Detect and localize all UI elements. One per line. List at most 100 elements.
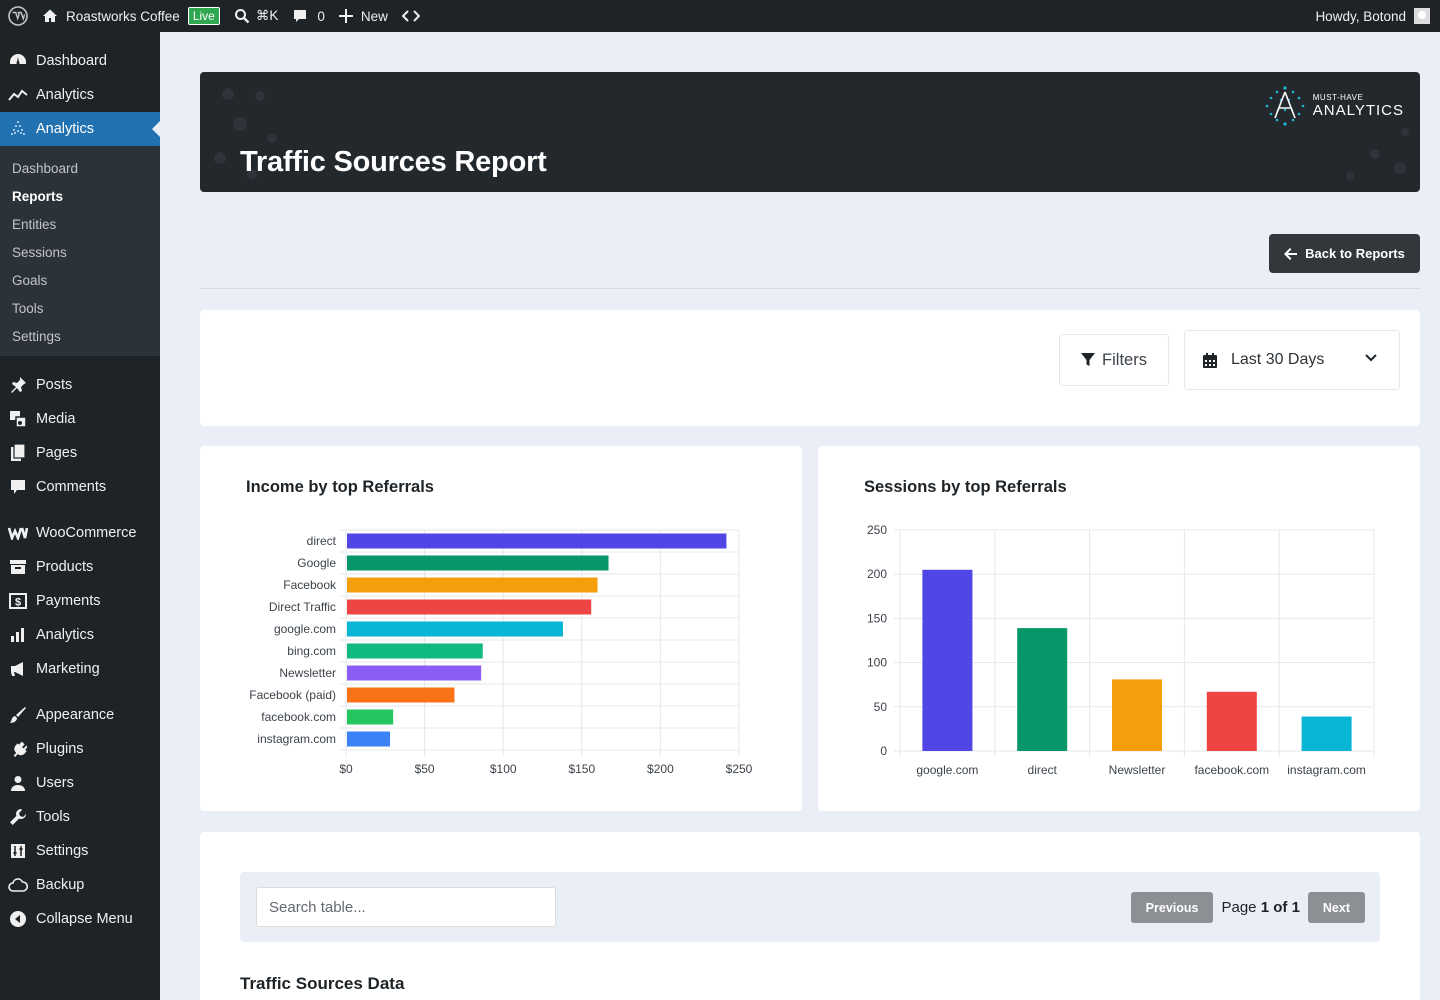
bar [347, 687, 455, 703]
comments-link[interactable]: 0 [285, 0, 332, 32]
y-category-label: direct [307, 534, 337, 548]
settings-icon [8, 841, 28, 861]
plus-icon [338, 9, 353, 23]
next-page-button[interactable]: Next [1307, 892, 1365, 923]
menu-settings[interactable]: Settings [0, 834, 160, 868]
x-category-label: instagram.com [1287, 763, 1366, 777]
menu-label: Appearance [36, 707, 115, 723]
menu-tools[interactable]: Tools [0, 800, 160, 834]
menu-marketing[interactable]: Marketing [0, 652, 160, 686]
menu-users[interactable]: Users [0, 766, 160, 800]
user-icon [8, 773, 28, 793]
x-tick-label: $0 [339, 762, 353, 776]
submenu-dashboard[interactable]: Dashboard [12, 160, 79, 176]
my-account[interactable]: Howdy, Botond [1315, 8, 1440, 24]
menu-analytics-active[interactable]: Analytics [0, 112, 160, 146]
menu-label: Payments [36, 593, 101, 609]
new-content-link[interactable]: New [332, 0, 395, 32]
howdy-text: Howdy, Botond [1315, 8, 1406, 24]
x-category-label: facebook.com [1194, 763, 1269, 777]
archive-icon [8, 557, 28, 577]
shortcut-label: ⌘K [255, 8, 279, 23]
submenu-settings[interactable]: Settings [12, 328, 61, 344]
bar [1112, 679, 1162, 751]
page-title: Traffic Sources Report [240, 146, 547, 178]
menu-label: Collapse Menu [36, 911, 133, 927]
bar [347, 643, 483, 659]
site-name: Roastworks Coffee [66, 8, 180, 24]
site-name-link[interactable]: Roastworks Coffee Live [35, 0, 227, 32]
menu-dashboard[interactable]: Dashboard [0, 44, 160, 78]
dashboard-icon [8, 51, 28, 71]
main-content: Traffic Sources Report MUST-HAVE ANALYTI… [160, 32, 1440, 1000]
menu-payments[interactable]: $ Payments [0, 584, 160, 618]
menu-products[interactable]: Products [0, 550, 160, 584]
date-range-select[interactable]: Last 30 Days [1184, 330, 1400, 390]
menu-label: Backup [36, 877, 85, 893]
menu-plugins[interactable]: Plugins [0, 732, 160, 766]
x-tick-label: $200 [647, 762, 674, 776]
menu-woocommerce[interactable]: WooCommerce [0, 516, 160, 550]
filters-button[interactable]: Filters [1059, 334, 1169, 386]
menu-label: Posts [36, 377, 73, 393]
command-search[interactable]: ⌘K [227, 0, 286, 32]
x-category-label: google.com [916, 763, 978, 777]
y-tick-label: 100 [867, 656, 887, 670]
menu-collapse[interactable]: Collapse Menu [0, 902, 160, 936]
admin-bar: Roastworks Coffee Live ⌘K 0 New Howdy, B… [0, 0, 1440, 32]
wrench-icon [8, 807, 28, 827]
code-icon[interactable] [395, 0, 427, 32]
page-current: 1 [1260, 899, 1270, 916]
y-category-label: bing.com [287, 644, 336, 658]
menu-comments[interactable]: Comments [0, 470, 160, 504]
submenu-tools[interactable]: Tools [12, 300, 44, 316]
menu-posts[interactable]: Posts [0, 368, 160, 402]
pin-icon [8, 375, 28, 395]
submenu-reports[interactable]: Reports [12, 188, 64, 204]
woocommerce-icon [8, 523, 28, 543]
menu-pages[interactable]: Pages [0, 436, 160, 470]
wordpress-logo-icon[interactable] [0, 0, 35, 32]
y-category-label: google.com [274, 622, 336, 636]
home-icon [43, 9, 57, 22]
x-tick-label: $100 [490, 762, 517, 776]
payments-icon: $ [8, 591, 28, 611]
chart-title-sessions: Sessions by top Referrals [864, 478, 1067, 496]
divider [200, 288, 1420, 289]
page-total: 1 [1291, 899, 1300, 916]
y-category-label: Facebook [283, 578, 337, 592]
menu-analytics-line[interactable]: Analytics [0, 78, 160, 112]
menu-label: Users [36, 775, 74, 791]
bar [1301, 716, 1352, 751]
x-category-label: Newsletter [1109, 763, 1166, 777]
bar [922, 569, 973, 751]
back-to-reports-button[interactable]: Back to Reports [1269, 234, 1420, 273]
submenu-entities[interactable]: Entities [12, 216, 57, 232]
collapse-icon [8, 909, 28, 929]
search-icon [234, 9, 250, 24]
page-prefix: Page [1221, 899, 1257, 916]
bar [347, 533, 727, 549]
previous-page-button[interactable]: Previous [1130, 892, 1214, 923]
submenu-sessions[interactable]: Sessions [12, 244, 67, 260]
new-label: New [360, 8, 388, 24]
menu-appearance[interactable]: Appearance [0, 698, 160, 732]
must-have-analytics-icon [8, 119, 28, 139]
menu-media[interactable]: Media [0, 402, 160, 436]
menu-wc-analytics[interactable]: Analytics [0, 618, 160, 652]
analytics-submenu: Dashboard Reports Entities Sessions Goal… [0, 146, 160, 356]
arrow-left-icon [1284, 247, 1298, 260]
y-category-label: facebook.com [261, 710, 336, 724]
menu-label: Analytics [36, 87, 95, 103]
cloud-icon [8, 875, 28, 895]
menu-backup[interactable]: Backup [0, 868, 160, 902]
page-of: of [1273, 899, 1288, 916]
menu-label: Media [36, 411, 76, 427]
table-search-input[interactable] [256, 887, 556, 927]
table-toolbar: Previous Page 1 of 1 Next [240, 872, 1380, 942]
submenu-goals[interactable]: Goals [12, 272, 48, 288]
income-by-referrals-card: Income by top Referrals $0 $50 $100 $150 $20… [200, 446, 802, 811]
y-category-label: Google [297, 556, 336, 570]
date-range-value: Last 30 Days [1231, 351, 1325, 368]
analytics-logo-icon [1265, 86, 1305, 126]
